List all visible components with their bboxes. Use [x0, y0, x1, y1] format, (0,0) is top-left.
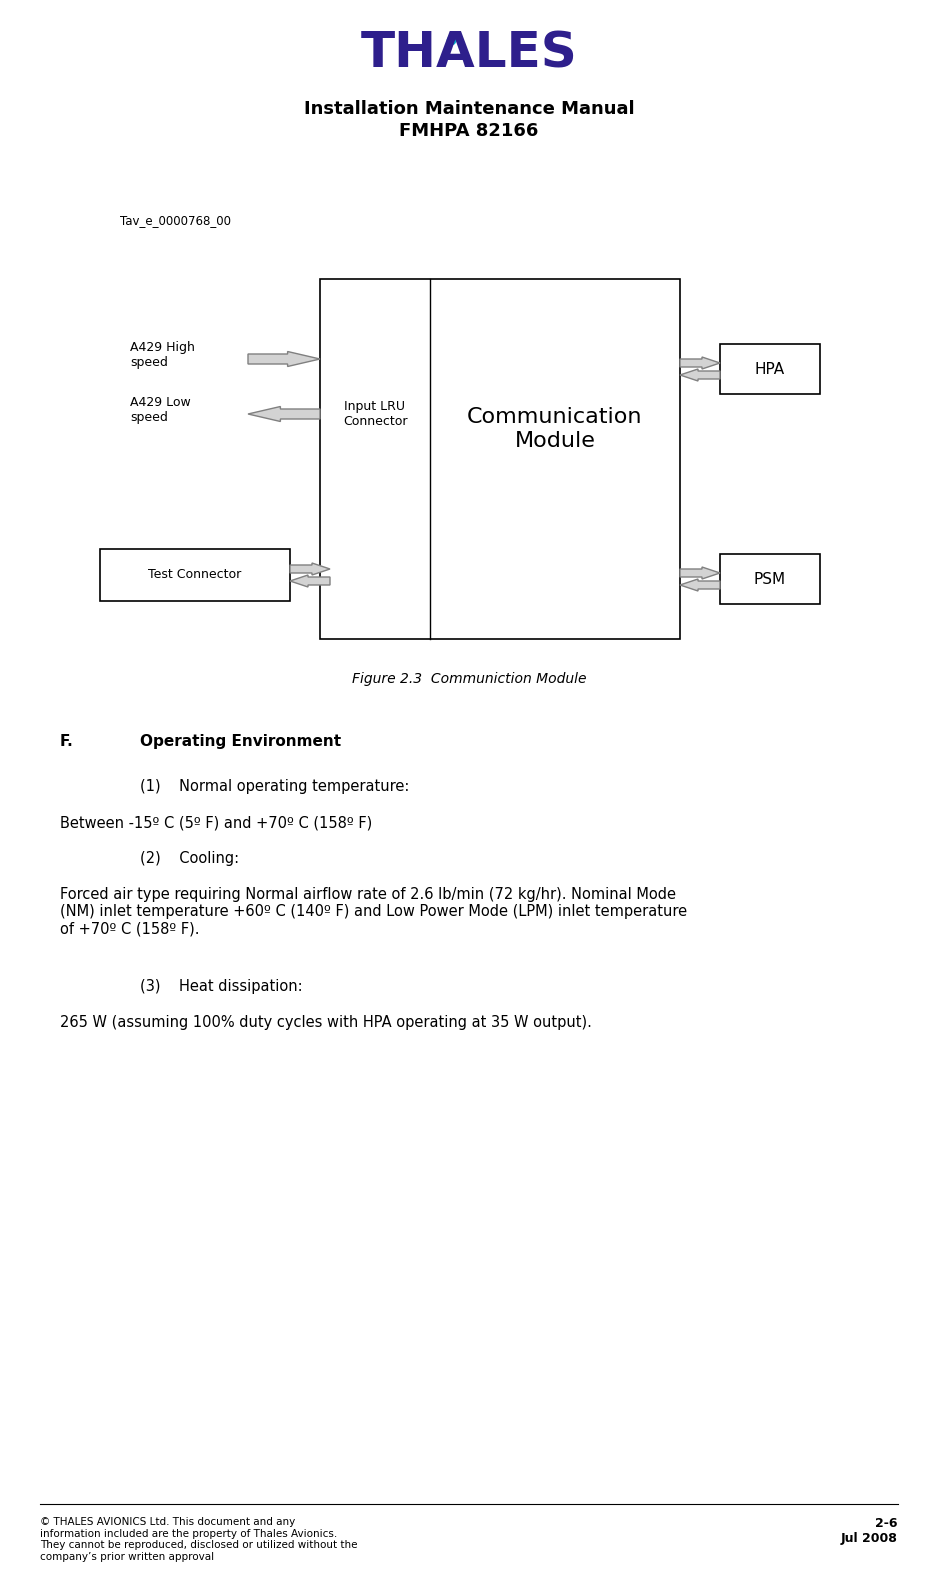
Text: THALES: THALES — [360, 30, 578, 78]
Text: (2)    Cooling:: (2) Cooling: — [140, 852, 239, 866]
Text: (1)    Normal operating temperature:: (1) Normal operating temperature: — [140, 779, 409, 794]
Text: © THALES AVIONICS Ltd. This document and any
information included are the proper: © THALES AVIONICS Ltd. This document and… — [40, 1517, 357, 1562]
Text: PSM: PSM — [754, 572, 786, 586]
Polygon shape — [248, 351, 320, 367]
Text: Communication
Module: Communication Module — [467, 407, 643, 451]
Polygon shape — [680, 358, 720, 369]
Text: A429 High
speed: A429 High speed — [130, 342, 195, 369]
Text: Operating Environment: Operating Environment — [140, 734, 341, 748]
Bar — [720, 555, 820, 604]
Text: Figure 2.3  Communiction Module: Figure 2.3 Communiction Module — [352, 672, 586, 686]
Text: F.: F. — [60, 734, 74, 748]
Text: A429 Low
speed: A429 Low speed — [130, 396, 190, 424]
Text: Input LRU
Connector: Input LRU Connector — [342, 400, 407, 427]
Text: 2-6
Jul 2008: 2-6 Jul 2008 — [841, 1517, 898, 1545]
Polygon shape — [680, 369, 720, 381]
Polygon shape — [290, 575, 330, 586]
Polygon shape — [248, 407, 320, 421]
Text: (3)    Heat dissipation:: (3) Heat dissipation: — [140, 979, 303, 995]
Polygon shape — [680, 578, 720, 591]
Text: 265 W (assuming 100% duty cycles with HPA operating at 35 W output).: 265 W (assuming 100% duty cycles with HP… — [60, 1015, 592, 1030]
Bar — [720, 343, 820, 394]
Polygon shape — [290, 563, 330, 575]
Text: Between -15º C (5º F) and +70º C (158º F): Between -15º C (5º F) and +70º C (158º F… — [60, 815, 372, 829]
Bar — [320, 280, 680, 639]
Text: HPA: HPA — [755, 362, 785, 377]
Polygon shape — [680, 567, 720, 578]
Text: Test Connector: Test Connector — [148, 569, 242, 582]
Text: Tav_e_0000768_00: Tav_e_0000768_00 — [120, 215, 231, 227]
Text: Forced air type requiring Normal airflow rate of 2.6 lb/min (72 kg/hr). Nominal : Forced air type requiring Normal airflow… — [60, 887, 688, 938]
Text: FMHPA 82166: FMHPA 82166 — [400, 122, 538, 140]
Text: Installation Maintenance Manual: Installation Maintenance Manual — [304, 100, 634, 118]
Bar — [100, 550, 290, 601]
